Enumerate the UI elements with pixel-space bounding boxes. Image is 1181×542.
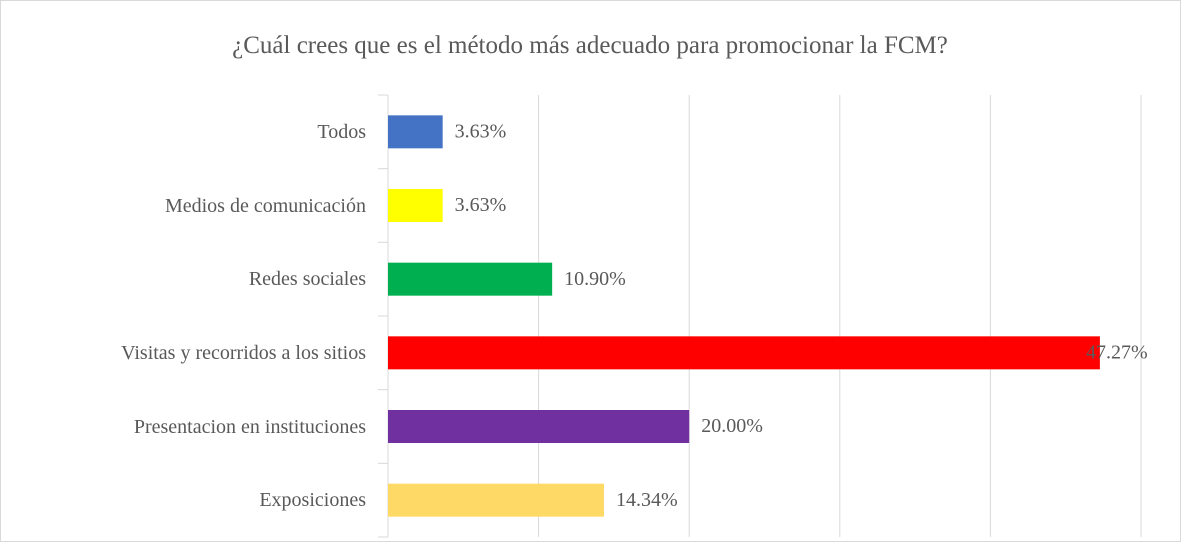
- data-label: 3.63%: [455, 120, 507, 142]
- y-tick-label: Presentacion en instituciones: [133, 415, 366, 438]
- y-tick-label: Todos: [317, 120, 366, 143]
- bar: [388, 336, 1100, 370]
- y-tick-label: Visitas y recorridos a los sitios: [121, 341, 366, 364]
- data-label: 10.90%: [564, 268, 626, 290]
- bar: [388, 410, 690, 443]
- y-tick-label: Redes sociales: [248, 268, 366, 291]
- bar: [388, 483, 604, 517]
- y-tick-label: Exposiciones: [259, 489, 366, 512]
- data-label: 14.34%: [616, 489, 678, 511]
- data-label: 47.27%: [1086, 341, 1148, 363]
- bar: [388, 189, 443, 222]
- chart-title: ¿Cuál crees que es el método más adecuad…: [232, 32, 948, 59]
- data-label: 3.63%: [455, 194, 507, 216]
- data-label: 20.00%: [701, 415, 763, 437]
- bar: [388, 262, 553, 296]
- bar: [388, 115, 443, 149]
- y-tick-label: Medios de comunicación: [164, 194, 366, 217]
